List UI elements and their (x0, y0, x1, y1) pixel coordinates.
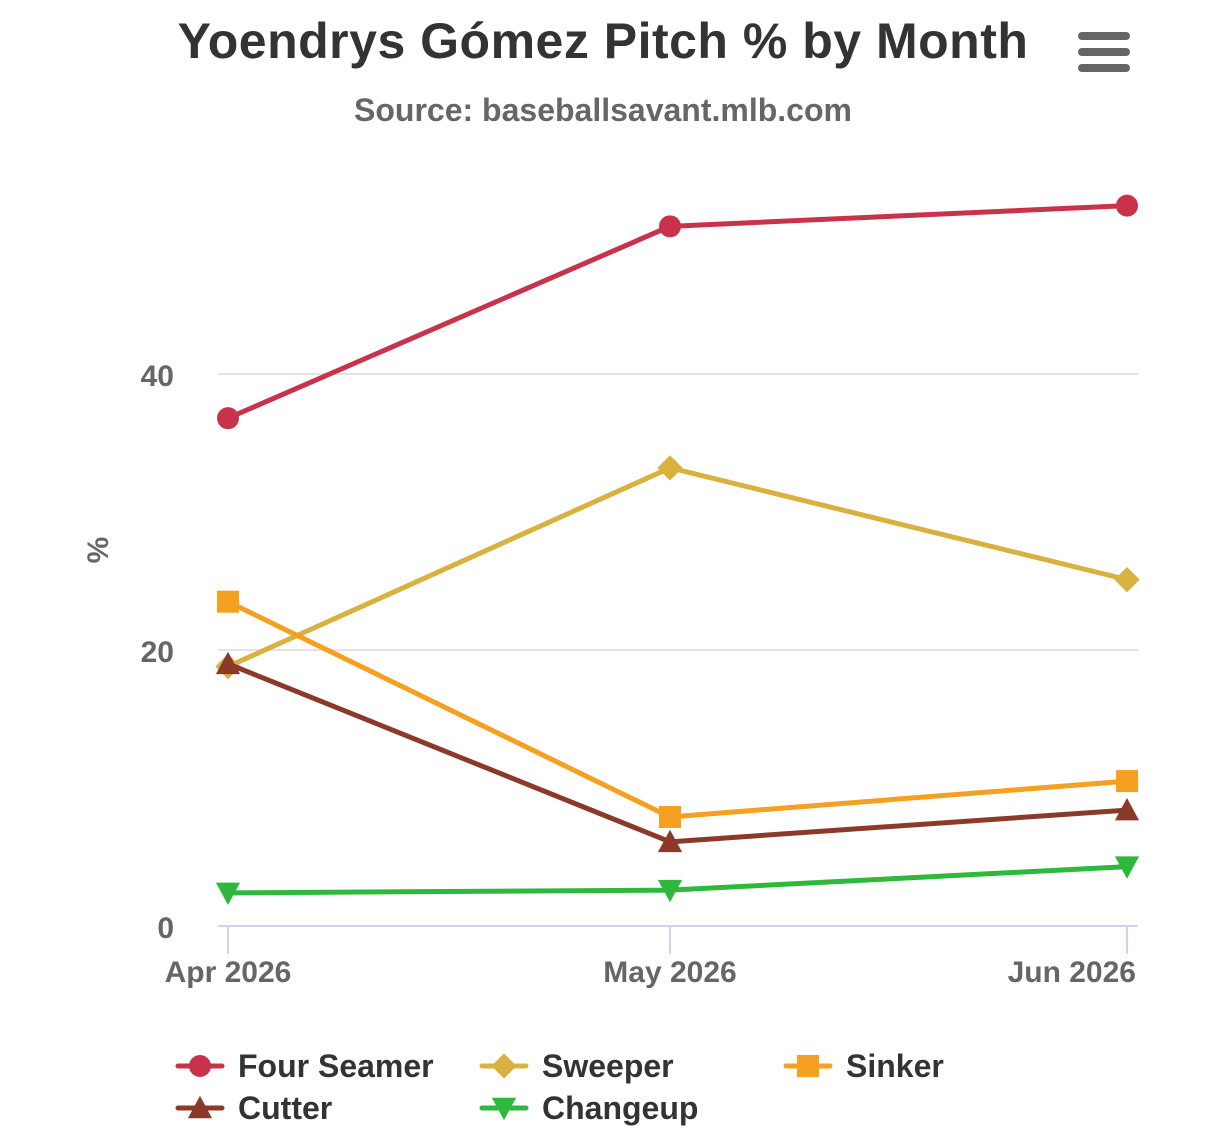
data-point-four-seamer (1116, 194, 1138, 217)
x-tick-label: Apr 2026 (165, 956, 292, 989)
data-point-cutter (215, 651, 241, 675)
series-line-sweeper (225, 465, 1130, 670)
legend-marker-changeup (491, 1097, 517, 1121)
legend-item-changeup[interactable]: Changeup (542, 1090, 698, 1126)
y-tick-label: 20 (141, 636, 174, 669)
data-point-sinker (1116, 770, 1138, 793)
data-point-changeup (657, 879, 683, 903)
menu-bar (1078, 64, 1130, 72)
data-point-cutter (657, 829, 683, 853)
legend-marker-sweeper (491, 1053, 517, 1079)
data-point-sinker (217, 590, 239, 613)
y-tick-label: 0 (157, 912, 174, 945)
x-tick-label: May 2026 (603, 956, 736, 989)
legend-item-cutter[interactable]: Cutter (238, 1090, 332, 1126)
chart-title: Yoendrys Gómez Pitch % by Month (177, 13, 1029, 69)
menu-bar (1078, 48, 1130, 56)
legend-marker-four-seamer (189, 1055, 211, 1077)
legend-item-sweeper[interactable]: Sweeper (542, 1048, 674, 1084)
legend-item-sinker[interactable]: Sinker (846, 1048, 944, 1084)
data-point-four-seamer (217, 407, 239, 430)
y-tick-label: 40 (141, 360, 174, 393)
legend-marker-sinker (797, 1055, 819, 1077)
data-point-four-seamer (659, 215, 681, 238)
series-line-sinker (225, 599, 1130, 820)
menu-bar (1078, 32, 1130, 40)
data-point-sweeper (657, 455, 683, 481)
series-line-changeup (225, 864, 1130, 896)
y-axis-title: % (82, 537, 115, 564)
data-point-changeup (215, 882, 241, 905)
legend-marker-cutter (187, 1095, 213, 1119)
chart-subtitle: Source: baseballsavant.mlb.com (354, 92, 852, 128)
data-point-cutter (1114, 797, 1140, 821)
series-line-four-seamer (225, 203, 1130, 421)
data-point-sinker (659, 805, 681, 828)
data-point-changeup (1114, 856, 1140, 879)
x-tick-label: Jun 2026 (1008, 956, 1136, 989)
data-point-sweeper (1114, 566, 1140, 593)
hamburger-menu-icon[interactable] (1068, 24, 1140, 80)
legend-item-four-seamer[interactable]: Four Seamer (238, 1048, 434, 1084)
